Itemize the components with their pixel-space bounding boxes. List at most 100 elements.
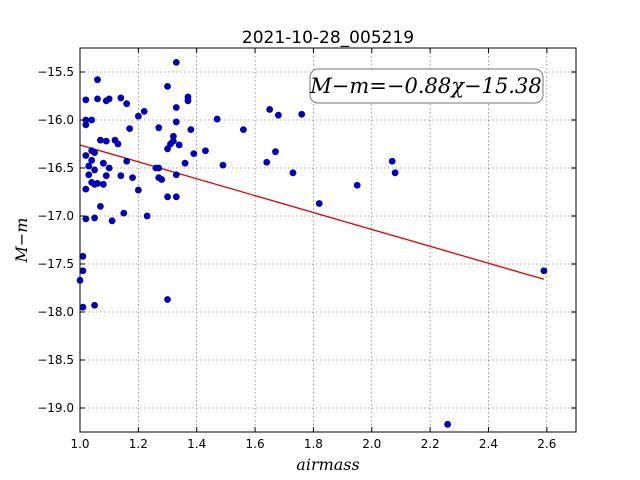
data-point xyxy=(134,186,142,194)
data-point xyxy=(275,111,282,119)
data-point xyxy=(172,59,180,66)
data-point xyxy=(266,106,274,113)
data-point xyxy=(213,115,221,123)
x-tick-label: 1.4 xyxy=(187,437,206,451)
data-point xyxy=(123,157,131,165)
data-point xyxy=(105,164,113,172)
y-tick-label: −19.0 xyxy=(37,401,74,415)
y-tick-label: −15.5 xyxy=(37,65,74,79)
data-point xyxy=(88,116,96,124)
y-tick-label: −17.5 xyxy=(37,257,74,271)
data-point xyxy=(91,214,98,222)
data-point xyxy=(272,148,279,156)
data-point xyxy=(94,95,101,103)
fit-equation: M−m=−0.88χ−15.38 xyxy=(309,74,541,98)
fit-line-layer xyxy=(79,144,545,280)
y-tick-label: −16.5 xyxy=(37,161,74,175)
data-point xyxy=(91,166,98,174)
fit-line xyxy=(79,144,545,280)
data-point xyxy=(190,150,198,158)
x-tick-label: 1.8 xyxy=(304,437,323,451)
data-point xyxy=(82,152,90,159)
y-tick-label: −18.0 xyxy=(37,305,74,319)
x-tick-label: 2.2 xyxy=(421,437,440,451)
data-point xyxy=(263,158,271,166)
plot-frame xyxy=(79,47,577,433)
data-point xyxy=(97,136,104,144)
data-point xyxy=(155,124,163,132)
data-point xyxy=(169,132,177,140)
data-point xyxy=(82,96,90,104)
data-point xyxy=(79,267,87,275)
data-point xyxy=(187,126,195,133)
data-point xyxy=(99,159,107,167)
x-axis-label: airmass xyxy=(296,455,359,474)
data-point xyxy=(108,217,116,225)
data-point xyxy=(184,97,192,105)
chart-title: 2021-10-28_005219 xyxy=(242,28,414,48)
y-tick-label: −16.0 xyxy=(37,113,74,127)
x-tick-label: 2.0 xyxy=(362,437,381,451)
data-point xyxy=(94,76,101,84)
data-point xyxy=(172,171,180,179)
data-points xyxy=(76,59,548,428)
data-point xyxy=(123,100,131,108)
data-point xyxy=(164,83,171,90)
data-point xyxy=(102,137,110,145)
x-tick-label: 2.4 xyxy=(479,437,498,451)
grid-lines xyxy=(79,48,576,432)
y-tick-label: −18.5 xyxy=(37,353,74,367)
data-point xyxy=(105,95,113,103)
x-tick-label: 1.2 xyxy=(129,437,148,451)
data-point xyxy=(129,174,136,182)
data-point xyxy=(172,193,180,201)
data-point xyxy=(102,172,110,180)
annotation-box xyxy=(309,68,544,104)
data-point xyxy=(388,157,396,165)
x-tick-label: 2.6 xyxy=(537,437,556,451)
data-point xyxy=(164,193,171,201)
fit-annotation: M−m=−0.88χ−15.38 xyxy=(309,68,544,104)
data-point xyxy=(134,112,142,120)
data-point xyxy=(169,137,177,145)
data-point xyxy=(126,125,133,133)
data-point xyxy=(155,164,163,172)
data-point xyxy=(82,116,90,124)
data-point xyxy=(219,161,227,169)
data-point xyxy=(172,104,180,111)
data-point xyxy=(99,180,107,188)
data-point xyxy=(88,156,96,164)
data-point xyxy=(82,215,90,223)
data-point xyxy=(239,126,247,133)
data-point xyxy=(202,147,209,155)
data-point xyxy=(117,94,125,102)
data-point xyxy=(85,162,93,170)
data-point xyxy=(444,420,452,428)
data-point xyxy=(140,107,148,115)
data-point xyxy=(85,171,93,179)
data-point xyxy=(97,203,104,210)
data-point xyxy=(181,159,189,167)
data-point xyxy=(82,121,90,129)
data-point xyxy=(82,185,90,193)
data-point xyxy=(94,179,101,187)
x-tick-label: 1.0 xyxy=(70,437,89,451)
data-point xyxy=(391,169,399,177)
data-point xyxy=(79,303,87,311)
data-point xyxy=(158,176,166,183)
data-point xyxy=(117,172,125,180)
data-point xyxy=(172,118,180,126)
y-tick-label: −17.0 xyxy=(37,209,74,223)
data-point xyxy=(91,149,98,157)
data-point xyxy=(298,110,306,118)
data-point xyxy=(164,296,171,303)
data-point xyxy=(79,252,87,260)
y-axis-label: M−m xyxy=(12,218,31,264)
data-point xyxy=(315,200,323,207)
data-point xyxy=(114,140,122,148)
axis-ticks: 1.0 1.2 1.4 1.6 1.8 2.0 2.2 2.4 2.6 −15.5 −16.0 −16… xyxy=(37,48,576,451)
data-point xyxy=(540,267,548,275)
data-point xyxy=(143,212,151,220)
x-tick-label: 1.6 xyxy=(246,437,265,451)
